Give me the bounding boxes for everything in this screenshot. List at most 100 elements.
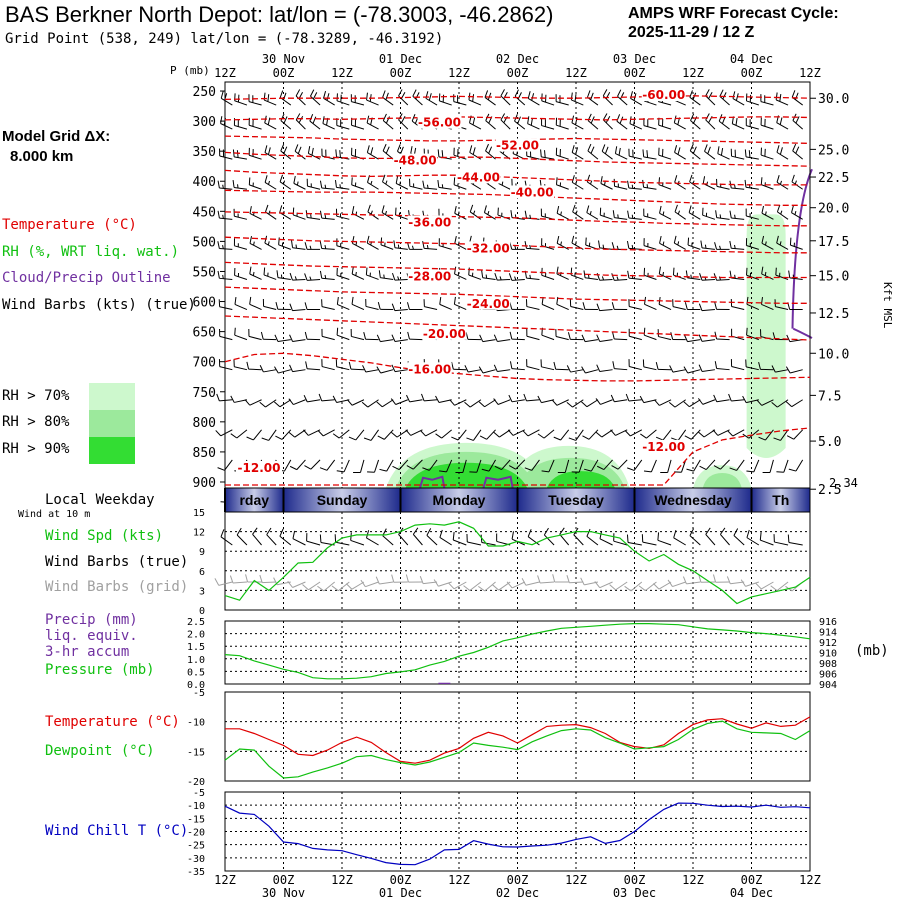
wind-barb [264,175,277,190]
wind-barb [484,90,496,106]
barb-shaft [292,369,306,373]
barb-shaft [482,339,496,343]
barb-half-flag [734,274,736,279]
wind-barb [756,399,774,406]
pressure-tick-label: 550 [193,265,216,280]
barb-flag [382,90,386,98]
barb-flag [295,89,301,97]
barb-shaft [468,369,482,373]
barb-shaft [776,242,789,250]
barb-flag [586,90,591,98]
barb-shaft [643,100,657,106]
barb-shaft [629,155,642,160]
barb-flag [376,334,381,342]
barb-shaft [599,309,613,312]
barb-shaft [556,212,569,220]
precip-tick-label: 2.0 [187,630,205,641]
pressure-tick-label: 400 [193,175,216,190]
wind-barb [555,117,569,130]
barb-flag [481,468,490,472]
barb-shaft [531,459,540,471]
legend-accum: 3-hr accum [45,644,130,660]
barb-shaft [234,303,248,311]
wind-barb [274,334,291,343]
barb-flag [493,334,498,342]
wind-barb [468,267,482,280]
barb-half-flag [411,245,414,250]
barb-shaft [350,368,364,371]
barb-shaft [746,215,759,220]
barb-flag [252,527,258,535]
barb-flag [336,327,339,336]
rh-region-80 [702,472,742,488]
surface-barb-true [746,529,760,546]
barb-flag [370,147,374,155]
barb-flag [232,180,235,188]
wind-barb [379,459,394,472]
barb-flag [566,365,571,373]
barb-shaft [777,399,789,408]
wind-barb [698,303,715,312]
barb-flag [289,272,293,281]
wind-barb [526,328,540,341]
barb-shaft [500,95,511,106]
barb-shaft [322,429,335,437]
barb-shaft [701,278,715,281]
barb-shaft [279,535,292,546]
wind-barb [348,429,365,441]
wind-barb [718,114,730,130]
barb-shaft [776,181,789,190]
barb-flag [376,401,383,408]
wind-barb [350,328,365,341]
barb-flag [405,429,412,436]
barb-flag [552,574,556,583]
barb-flag [246,436,254,441]
wind-barb [395,207,408,220]
barb-flag [294,144,299,152]
barb-flag [439,296,442,305]
barb-shaft [481,542,496,546]
wind-barb [304,242,321,250]
wind-barb [602,113,613,130]
wind-barb [776,175,789,190]
wind-barb [642,359,657,371]
barb-flag [792,143,797,152]
wind-barb [582,302,598,311]
barb-shaft [689,399,701,408]
barb-flag [572,204,576,213]
barb-shaft [497,399,511,405]
barb-shaft [556,101,569,106]
barb-shaft [307,217,321,220]
barb-shaft [617,459,628,470]
height-tick-label: 17.5 [818,235,849,250]
wind-barb [391,303,408,312]
barb-flag [612,361,615,369]
barb-flag [493,398,499,405]
wind-barb [674,145,686,160]
barb-shaft [468,274,482,280]
barb-flag [230,395,235,403]
pressure-tick-label: 300 [193,115,216,130]
wind-barb [264,115,277,130]
barb-flag [566,575,570,583]
pressure-tick-label: 650 [193,326,216,341]
barb-shaft [219,187,233,190]
barb-shaft [716,368,730,371]
barb-shaft [644,334,657,341]
barb-flag [705,113,710,121]
barb-half-flag [309,276,312,281]
wind-barb [295,113,306,130]
wind-barb [376,334,394,343]
isotherm-line [224,236,810,254]
barb-flag [422,467,430,471]
barb-shaft [526,335,540,341]
barb-flag [617,89,622,97]
barb-flag [626,534,629,543]
barb-shaft [321,399,335,402]
wind-barb [307,146,321,160]
barb-shaft [615,153,628,160]
barb-shaft [294,150,306,160]
barb-shaft [643,366,657,371]
